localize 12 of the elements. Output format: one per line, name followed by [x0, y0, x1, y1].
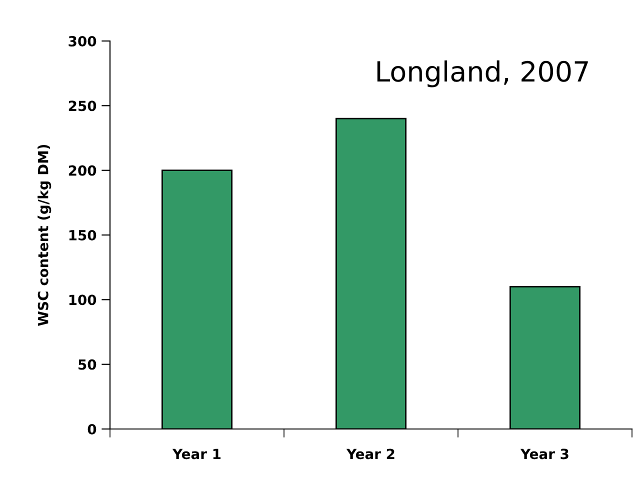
x-tick-label: Year 3 [520, 448, 568, 460]
y-tick-label: 150 [69, 230, 96, 240]
y-tick-label: 100 [69, 294, 96, 306]
y-tick-label: 200 [68, 165, 96, 176]
y-tick-label: 0 [88, 424, 96, 434]
y-axis-title: WSC content (g/kg DM) [38, 144, 52, 326]
text: Longland, 2007 [377, 60, 588, 88]
y-tick-label: 300 [68, 36, 96, 46]
y-tick-label: 50 [78, 359, 96, 370]
x-tick-label: Year 1 [172, 448, 221, 460]
y-tick-label: 250 [68, 100, 96, 112]
x-tick-label: Year 2 [346, 448, 394, 460]
